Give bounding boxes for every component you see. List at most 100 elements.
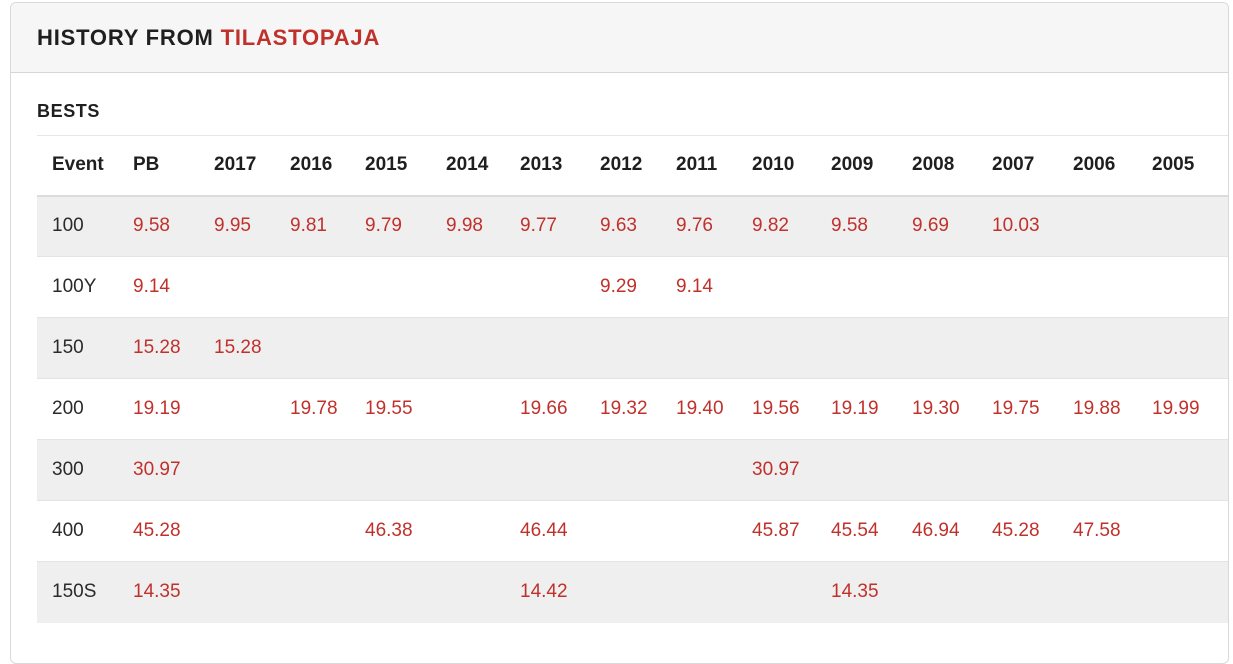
table-body: 100 9.58 9.95 9.81 9.79 9.98 9.77 9.63 9.76 9.82 9…	[37, 195, 1228, 623]
result-cell: 9.14	[118, 256, 199, 318]
result-cell: 15.28	[118, 317, 199, 379]
result-cell	[737, 256, 816, 318]
result-cell	[816, 317, 897, 379]
result-cell	[1137, 500, 1228, 562]
event-cell: 150S	[37, 561, 118, 623]
result-cell	[1137, 561, 1228, 623]
card-header: HISTORY FROM TILASTOPAJA	[11, 3, 1228, 73]
column-header-2011: 2011	[676, 154, 718, 176]
result-cell: 14.35	[816, 561, 897, 623]
result-cell	[1058, 256, 1137, 318]
result-cell: 9.58	[816, 195, 897, 257]
result-cell	[505, 439, 585, 501]
result-cell	[431, 439, 505, 501]
result-cell: 45.87	[737, 500, 816, 562]
result-cell: 46.94	[897, 500, 977, 562]
result-cell	[275, 439, 350, 501]
title-prefix: HISTORY FROM	[37, 24, 214, 50]
result-cell	[585, 317, 661, 379]
event-cell: 150	[37, 317, 118, 379]
result-cell: 9.29	[585, 256, 661, 318]
card-title: HISTORY FROM TILASTOPAJA	[37, 25, 380, 51]
result-cell	[661, 500, 737, 562]
result-cell	[350, 561, 431, 623]
result-cell: 9.63	[585, 195, 661, 257]
table-row: 100 9.58 9.95 9.81 9.79 9.98 9.77 9.63 9.76 9.82 9…	[37, 195, 1228, 257]
result-cell	[431, 378, 505, 440]
result-cell	[737, 561, 816, 623]
result-cell	[1058, 439, 1137, 501]
result-cell	[1137, 195, 1228, 257]
column-header-2013: 2013	[520, 154, 563, 176]
result-cell	[275, 561, 350, 623]
column-header-pb: PB	[133, 154, 160, 176]
result-cell	[350, 256, 431, 318]
result-cell: 19.99	[1137, 378, 1228, 440]
result-cell	[661, 561, 737, 623]
result-cell	[1058, 561, 1137, 623]
result-cell	[275, 500, 350, 562]
table-row: 300 30.97 30.97	[37, 439, 1228, 501]
result-cell: 19.75	[977, 378, 1058, 440]
result-cell	[275, 317, 350, 379]
table-row: 400 45.28 46.38 46.44 45.87 45.54 46.94 45.28 47…	[37, 500, 1228, 562]
result-cell	[977, 256, 1058, 318]
result-cell: 46.38	[350, 500, 431, 562]
result-cell: 19.19	[118, 378, 199, 440]
tilastopaja-link[interactable]: TILASTOPAJA	[220, 24, 381, 50]
column-header-2017: 2017	[214, 154, 257, 176]
column-header-2007: 2007	[992, 154, 1035, 176]
result-cell: 14.42	[505, 561, 585, 623]
result-cell	[431, 561, 505, 623]
result-cell	[199, 378, 275, 440]
result-cell: 9.95	[199, 195, 275, 257]
result-cell: 9.82	[737, 195, 816, 257]
bests-table-container: Event PB 2017 2016 2015 2014 2013 2012 2011 2010 2…	[37, 135, 1228, 623]
result-cell: 19.78	[275, 378, 350, 440]
result-cell: 9.81	[275, 195, 350, 257]
bests-table: Event PB 2017 2016 2015 2014 2013 2012 2011 2010 2…	[37, 135, 1228, 623]
result-cell	[585, 500, 661, 562]
result-cell: 45.28	[977, 500, 1058, 562]
result-cell	[897, 256, 977, 318]
column-header-event: Event	[52, 154, 104, 176]
result-cell	[199, 439, 275, 501]
result-cell: 9.79	[350, 195, 431, 257]
result-cell: 19.32	[585, 378, 661, 440]
column-header-2014: 2014	[446, 154, 489, 176]
result-cell: 19.19	[816, 378, 897, 440]
history-card: HISTORY FROM TILASTOPAJA BESTS Event PB 20…	[10, 2, 1229, 664]
result-cell	[1137, 317, 1228, 379]
result-cell: 19.66	[505, 378, 585, 440]
result-cell	[199, 500, 275, 562]
table-header-row: Event PB 2017 2016 2015 2014 2013 2012 2011 2010 2…	[37, 135, 1228, 196]
result-cell	[897, 439, 977, 501]
table-row: 150S 14.35 14.42 14.35	[37, 561, 1228, 623]
result-cell: 15.28	[199, 317, 275, 379]
section-title-bests: BESTS	[37, 101, 101, 121]
event-cell: 400	[37, 500, 118, 562]
result-cell	[585, 561, 661, 623]
result-cell	[199, 256, 275, 318]
result-cell: 9.77	[505, 195, 585, 257]
result-cell: 14.35	[118, 561, 199, 623]
result-cell	[977, 561, 1058, 623]
column-header-2012: 2012	[600, 154, 643, 176]
column-header-2009: 2009	[831, 154, 874, 176]
result-cell: 19.55	[350, 378, 431, 440]
result-cell	[1058, 317, 1137, 379]
result-cell: 10.03	[977, 195, 1058, 257]
table-row: 100Y 9.14 9.29 9.14	[37, 256, 1228, 318]
result-cell	[1058, 195, 1137, 257]
result-cell: 19.40	[661, 378, 737, 440]
result-cell	[350, 317, 431, 379]
result-cell	[897, 561, 977, 623]
column-header-2015: 2015	[365, 154, 408, 176]
result-cell	[1137, 439, 1228, 501]
result-cell: 45.54	[816, 500, 897, 562]
result-cell	[661, 317, 737, 379]
table-row: 200 19.19 19.78 19.55 19.66 19.32 19.40 19.56 19…	[37, 378, 1228, 440]
column-header-2008: 2008	[912, 154, 955, 176]
result-cell	[505, 317, 585, 379]
result-cell: 9.76	[661, 195, 737, 257]
